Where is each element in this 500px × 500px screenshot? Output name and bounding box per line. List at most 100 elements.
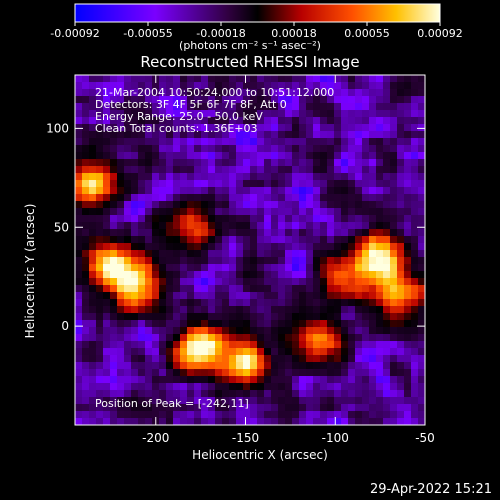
heatmap-cell — [215, 264, 223, 272]
heatmap-cell — [215, 376, 223, 384]
heatmap-cell — [208, 229, 216, 237]
heatmap-cell — [341, 96, 349, 104]
heatmap-cell — [124, 159, 132, 167]
heatmap-cell — [138, 180, 146, 188]
heatmap-cell — [75, 117, 83, 125]
heatmap-cell — [117, 306, 125, 314]
heatmap-cell — [145, 82, 153, 90]
heatmap-cell — [285, 362, 293, 370]
heatmap-cell — [75, 201, 83, 209]
heatmap-cell — [404, 299, 412, 307]
heatmap-cell — [285, 250, 293, 258]
heatmap-cell — [313, 306, 321, 314]
heatmap-cell — [131, 383, 139, 391]
heatmap-cell — [334, 131, 342, 139]
heatmap-cell — [229, 173, 237, 181]
heatmap-cell — [313, 299, 321, 307]
heatmap-cell — [327, 201, 335, 209]
heatmap-cell — [369, 215, 377, 223]
heatmap-cell — [173, 383, 181, 391]
heatmap-cell — [418, 320, 426, 328]
heatmap-cell — [376, 376, 384, 384]
heatmap-cell — [229, 313, 237, 321]
heatmap-cell — [327, 89, 335, 97]
heatmap-cell — [355, 250, 363, 258]
heatmap-cell — [313, 362, 321, 370]
heatmap-cell — [117, 166, 125, 174]
heatmap-cell — [208, 355, 216, 363]
heatmap-cell — [89, 166, 97, 174]
heatmap-cell — [194, 278, 202, 286]
heatmap-cell — [145, 117, 153, 125]
heatmap-cell — [229, 75, 237, 83]
heatmap-cell — [173, 75, 181, 83]
heatmap-cell — [306, 306, 314, 314]
heatmap-cell — [166, 278, 174, 286]
heatmap-cell — [418, 194, 426, 202]
heatmap-cell — [369, 229, 377, 237]
heatmap-cell — [327, 103, 335, 111]
heatmap-cell — [411, 75, 419, 83]
heatmap-cell — [397, 306, 405, 314]
heatmap-cell — [320, 418, 328, 426]
heatmap-cell — [383, 138, 391, 146]
heatmap-cell — [362, 89, 370, 97]
heatmap-cell — [124, 138, 132, 146]
heatmap-cell — [138, 187, 146, 195]
heatmap-cell — [376, 264, 384, 272]
heatmap-cell — [187, 201, 195, 209]
heatmap-cell — [418, 222, 426, 230]
colorbar-tick-label: 0.00092 — [417, 27, 463, 40]
heatmap-cell — [299, 201, 307, 209]
heatmap-cell — [159, 117, 167, 125]
heatmap-cell — [138, 390, 146, 398]
heatmap-cell — [271, 138, 279, 146]
heatmap-cell — [131, 96, 139, 104]
heatmap-cell — [152, 369, 160, 377]
heatmap-cell — [404, 152, 412, 160]
heatmap-cell — [362, 236, 370, 244]
heatmap-cell — [145, 236, 153, 244]
heatmap-cell — [376, 173, 384, 181]
heatmap-cell — [110, 250, 118, 258]
heatmap-cell — [194, 236, 202, 244]
heatmap-cell — [215, 348, 223, 356]
heatmap-cell — [271, 376, 279, 384]
heatmap-cell — [159, 369, 167, 377]
heatmap-cell — [418, 278, 426, 286]
heatmap-cell — [257, 103, 265, 111]
heatmap-cell — [355, 236, 363, 244]
heatmap-cell — [131, 180, 139, 188]
heatmap-cell — [355, 390, 363, 398]
heatmap-cell — [327, 257, 335, 265]
heatmap-cell — [110, 334, 118, 342]
heatmap-cell — [236, 173, 244, 181]
heatmap-cell — [96, 313, 104, 321]
heatmap-cell — [397, 299, 405, 307]
heatmap-cell — [264, 180, 272, 188]
heatmap-cell — [334, 215, 342, 223]
heatmap-cell — [320, 306, 328, 314]
heatmap-cell — [145, 390, 153, 398]
heatmap-cell — [82, 334, 90, 342]
heatmap-cell — [201, 355, 209, 363]
heatmap-cell — [362, 418, 370, 426]
heatmap-cell — [180, 292, 188, 300]
heatmap-cell — [173, 194, 181, 202]
heatmap-cell — [285, 397, 293, 405]
heatmap-cell — [383, 306, 391, 314]
heatmap-cell — [222, 222, 230, 230]
heatmap-cell — [306, 278, 314, 286]
heatmap-cell — [397, 250, 405, 258]
heatmap-cell — [355, 334, 363, 342]
heatmap-cell — [145, 306, 153, 314]
heatmap-cell — [215, 278, 223, 286]
heatmap-cell — [243, 173, 251, 181]
heatmap-cell — [299, 327, 307, 335]
heatmap-cell — [383, 89, 391, 97]
heatmap-cell — [376, 131, 384, 139]
heatmap-cell — [271, 159, 279, 167]
heatmap-cell — [215, 229, 223, 237]
heatmap-cell — [117, 313, 125, 321]
heatmap-cell — [82, 418, 90, 426]
